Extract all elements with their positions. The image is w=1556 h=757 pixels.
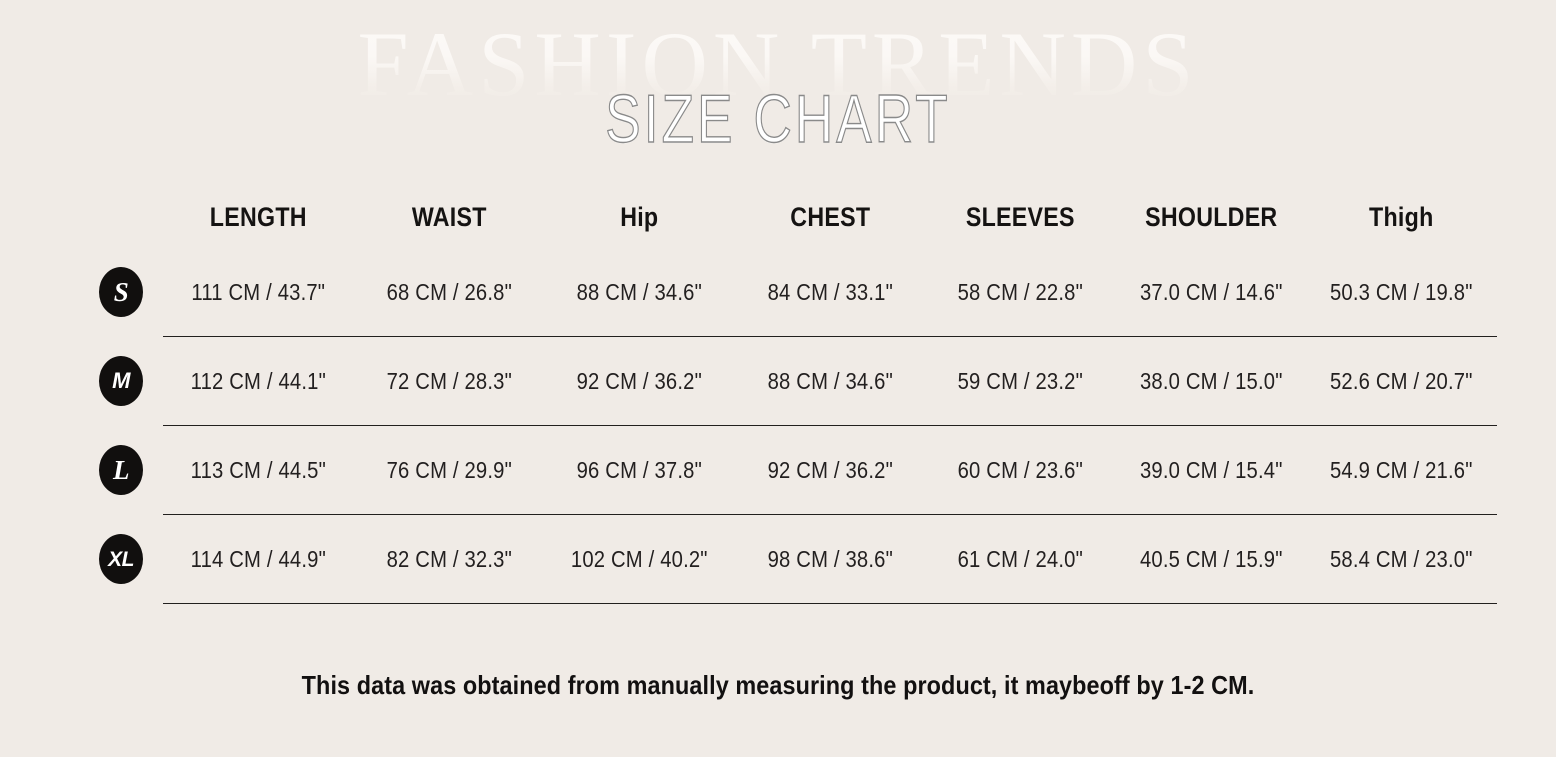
cell-sleeves: 60 CM / 23.6" — [957, 456, 1084, 483]
size-badge-l: L — [99, 445, 143, 495]
cell-sleeves: 58 CM / 22.8" — [957, 278, 1084, 305]
cell-thigh: 52.6 CM / 20.7" — [1330, 367, 1474, 394]
cell-shoulder: 38.0 CM / 15.0" — [1139, 367, 1283, 394]
cell-length: 111 CM / 43.7" — [191, 278, 326, 305]
size-badge-m: M — [99, 356, 143, 406]
column-header-waist: WAIST — [411, 201, 487, 232]
column-header-hip: Hip — [620, 201, 659, 232]
measurement-disclaimer: This data was obtained from manually mea… — [301, 670, 1255, 700]
cell-waist: 68 CM / 26.8" — [386, 278, 512, 305]
size-chart-table: LENGTH WAIST Hip CHEST SLEEVES SHOULDER … — [99, 186, 1497, 604]
cell-thigh: 58.4 CM / 23.0" — [1330, 545, 1474, 572]
column-header-sleeves: SLEEVES — [966, 201, 1076, 232]
cell-chest: 92 CM / 36.2" — [767, 456, 893, 483]
cell-sleeves: 59 CM / 23.2" — [957, 367, 1084, 394]
cell-hip: 88 CM / 34.6" — [576, 278, 703, 305]
table-row: M 112 CM / 44.1" 72 CM / 28.3" 92 CM / 3… — [99, 337, 1497, 426]
cell-length: 113 CM / 44.5" — [190, 456, 326, 483]
cell-thigh: 50.3 CM / 19.8" — [1330, 278, 1474, 305]
column-header-thigh: Thigh — [1369, 201, 1435, 232]
cell-length: 112 CM / 44.1" — [190, 367, 326, 394]
cell-thigh: 54.9 CM / 21.6" — [1330, 456, 1474, 483]
table-row: L 113 CM / 44.5" 76 CM / 29.9" 96 CM / 3… — [99, 426, 1497, 515]
column-header-length: LENGTH — [209, 201, 307, 232]
cell-chest: 84 CM / 33.1" — [767, 278, 893, 305]
cell-waist: 76 CM / 29.9" — [386, 456, 512, 483]
table-row: S 111 CM / 43.7" 68 CM / 26.8" 88 CM / 3… — [99, 248, 1497, 337]
table-header-row: LENGTH WAIST Hip CHEST SLEEVES SHOULDER … — [163, 186, 1497, 248]
table-row: XL 114 CM / 44.9" 82 CM / 32.3" 102 CM /… — [99, 515, 1497, 604]
cell-chest: 98 CM / 38.6" — [767, 545, 893, 572]
cell-chest: 88 CM / 34.6" — [767, 367, 893, 394]
page-title: SIZE CHART — [605, 81, 951, 157]
size-badge-s: S — [99, 267, 143, 317]
cell-shoulder: 37.0 CM / 14.6" — [1139, 278, 1283, 305]
cell-waist: 72 CM / 28.3" — [386, 367, 512, 394]
cell-length: 114 CM / 44.9" — [190, 545, 326, 572]
cell-hip: 96 CM / 37.8" — [576, 456, 703, 483]
cell-hip: 102 CM / 40.2" — [571, 545, 708, 572]
cell-sleeves: 61 CM / 24.0" — [957, 545, 1084, 572]
size-badge-xl: XL — [99, 534, 143, 584]
cell-hip: 92 CM / 36.2" — [576, 367, 703, 394]
column-header-chest: CHEST — [790, 201, 871, 232]
cell-shoulder: 39.0 CM / 15.4" — [1139, 456, 1283, 483]
cell-shoulder: 40.5 CM / 15.9" — [1139, 545, 1283, 572]
cell-waist: 82 CM / 32.3" — [386, 545, 512, 572]
column-header-shoulder: SHOULDER — [1144, 201, 1278, 232]
